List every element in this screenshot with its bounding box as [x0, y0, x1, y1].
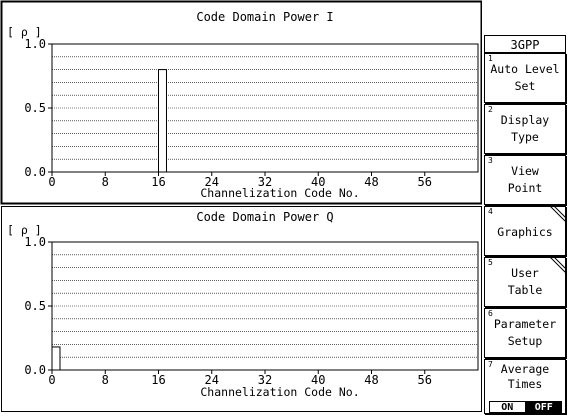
x-tick-label: 32	[258, 175, 272, 189]
softkey-number: 2	[488, 105, 493, 114]
chart-i-frame	[0, 0, 482, 205]
view-point-button[interactable]: 3 View Point	[484, 155, 566, 205]
x-tick-label: 48	[364, 175, 378, 189]
softkey-number: 4	[488, 207, 493, 216]
y-tick-label: 0.0	[24, 165, 46, 179]
x-tick-label: 24	[205, 373, 219, 387]
softkey-label: Auto Level	[490, 62, 560, 76]
average-times-button[interactable]: 7 Average Times ON OFF	[484, 359, 566, 414]
parameter-setup-button[interactable]: 6 Parameter Setup	[484, 308, 566, 358]
x-tick-label: 16	[151, 373, 165, 387]
menu-title: 3GPP	[484, 35, 566, 53]
toggle-on-option[interactable]: ON	[489, 401, 526, 413]
y-tick-label: 1.0	[24, 37, 46, 51]
softkey-label: Point	[507, 181, 543, 195]
y-tick-label: 0.0	[24, 363, 46, 377]
display-type-button[interactable]: 2 Display Type	[484, 104, 566, 154]
softkey-label: Graphics	[497, 225, 553, 239]
y-unit-label: [ ρ ]	[7, 223, 42, 237]
softkey-label: Type	[511, 130, 539, 144]
y-tick-label: 0.5	[24, 299, 46, 313]
x-tick-label: 56	[418, 175, 432, 189]
softkey-label: Table	[507, 283, 543, 297]
softkey-label: Display	[500, 113, 550, 127]
code-power-bar	[158, 69, 167, 173]
softkey-label: Set	[514, 79, 536, 93]
softkey-number: 1	[488, 54, 493, 63]
x-tick-label: 8	[102, 373, 109, 387]
x-tick-label: 16	[151, 175, 165, 189]
softkey-label: Times	[507, 377, 543, 391]
chart-q-frame	[1, 206, 482, 412]
auto-level-set-button[interactable]: 1 Auto Level Set	[484, 53, 566, 103]
submenu-corner-icon	[549, 206, 566, 223]
y-tick-label: 1.0	[24, 235, 46, 249]
code-power-bar	[51, 346, 61, 371]
softkey-label: View	[511, 164, 539, 178]
x-tick-label: 40	[311, 373, 325, 387]
x-tick-label: 8	[102, 175, 109, 189]
softkey-number: 5	[488, 258, 493, 267]
softkey-label: Average	[500, 362, 550, 376]
softkey-label: User	[511, 266, 539, 280]
softkey-label: Setup	[507, 334, 543, 348]
x-tick-label: 56	[418, 373, 432, 387]
x-tick-label: 0	[48, 175, 55, 189]
graphics-button[interactable]: 4 Graphics	[484, 206, 566, 256]
x-axis-label: Channelization Code No.	[200, 385, 359, 399]
x-tick-label: 48	[364, 373, 378, 387]
x-tick-label: 24	[205, 175, 219, 189]
y-tick-label: 0.5	[24, 101, 46, 115]
softkey-number: 3	[488, 156, 493, 165]
toggle-off-option[interactable]: OFF	[525, 401, 562, 413]
softkey-number: 6	[488, 309, 493, 318]
softkey-number: 7	[488, 360, 493, 369]
x-tick-label: 32	[258, 373, 272, 387]
x-tick-label: 40	[311, 175, 325, 189]
x-tick-label: 0	[48, 373, 55, 387]
chart-title: Code Domain Power Q	[196, 210, 333, 224]
user-table-button[interactable]: 5 User Table	[484, 257, 566, 307]
softkey-label: Parameter	[493, 317, 557, 331]
submenu-corner-icon	[549, 257, 566, 274]
graph-area: Code Domain Power I[ ρ ]1.00.50.00 8 16 24 3…	[0, 0, 482, 412]
y-unit-label: [ ρ ]	[7, 25, 42, 39]
average-toggle[interactable]: ON OFF	[489, 401, 562, 413]
x-axis-label: Channelization Code No.	[200, 186, 359, 200]
chart-title: Code Domain Power I	[196, 10, 333, 24]
